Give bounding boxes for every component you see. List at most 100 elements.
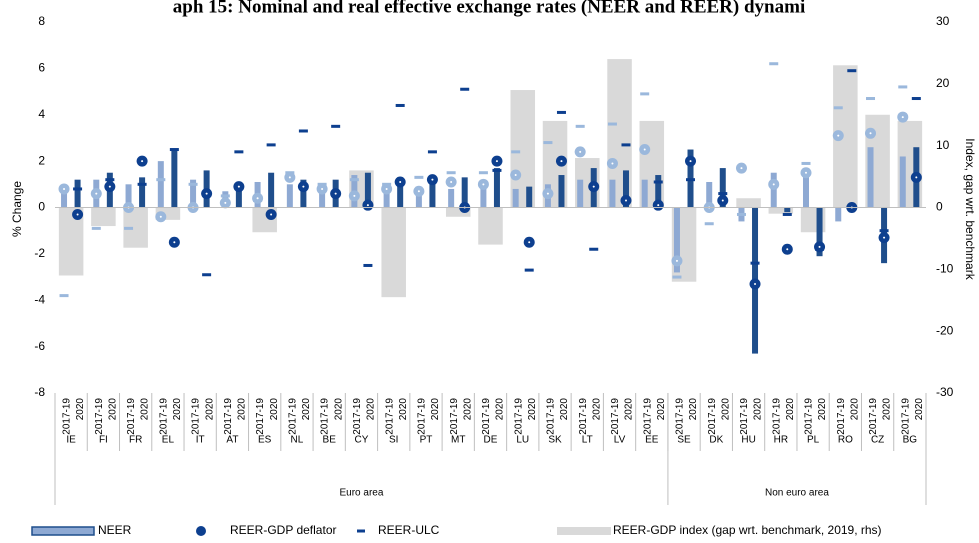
legend-label: NEER [98,523,132,537]
ulc-dash [833,106,843,110]
y-tick-label: 0 [38,200,45,214]
country-label: AT [226,435,238,446]
period-label: 2017-19 [481,398,492,435]
ulc-dash [492,168,502,172]
legend-label: REER-GDP index (gap wrt. benchmark, 2019… [613,523,882,537]
y2-tick-label: 10 [936,138,950,152]
neer-bar [719,168,726,208]
period-label: 2017-19 [642,398,653,435]
ulc-dash [363,263,373,267]
neer-bar [74,179,81,208]
neer-bar [268,172,275,208]
neer-bar [125,184,132,208]
period-label: 2017-19 [158,398,169,435]
ulc-dash [220,194,230,198]
neer-bar [673,207,680,273]
country-label: EE [645,435,659,446]
neer-bar [899,156,906,208]
neer-bar [526,186,533,208]
neer-bar [190,179,197,208]
gdp-dot-center [818,245,821,248]
period-label: 2020 [656,398,667,421]
gdp-dot-center [237,185,240,188]
ulc-dash [395,103,405,107]
period-label: 2020 [591,398,602,421]
neer-bar [383,188,390,208]
gdp-dot-center [546,192,549,195]
ulc-dash [331,124,341,128]
ulc-dash [672,275,682,279]
period-label: 2020 [624,398,635,421]
period-label: 2020 [301,398,312,421]
legend-swatch [557,527,611,535]
neer-bar [397,177,404,208]
ulc-dash [202,273,212,277]
gdp-dot-center [173,241,176,244]
country-label: PL [807,435,820,446]
country-label: PT [420,435,433,446]
gdp-dot-center [592,185,595,188]
ulc-dash [427,150,437,154]
index-bar [91,207,116,227]
period-label: 2020 [398,398,409,421]
y2-tick-label: 0 [936,200,943,214]
gdp-dot-center [754,283,757,286]
index-bar [478,207,503,245]
country-label: FI [99,435,108,446]
neer-bar [558,175,565,208]
gdp-dot-center [643,148,646,151]
period-label: 2020 [527,398,538,421]
gdp-dot-center [482,183,485,186]
ulc-dash [73,187,83,191]
legend-label: REER-ULC [378,523,440,537]
gdp-dot-center [772,183,775,186]
country-label: LU [516,435,529,446]
country-label: LT [582,435,593,446]
ulc-dash [234,150,244,154]
index-bar [445,207,471,217]
ulc-dash [105,178,115,182]
chart-title: aph 15: Nominal and real effective excha… [173,0,805,17]
neer-bar [61,186,68,208]
y-axis-label: % Change [10,181,24,237]
period-label: 2017-19 [578,398,589,435]
country-label: NL [291,435,304,446]
period-label: 2020 [753,398,764,421]
neer-bar [429,177,436,208]
period-label: 2017-19 [546,398,557,435]
country-label: IE [66,435,76,446]
ulc-dash [653,180,663,184]
ulc-dash [898,85,908,89]
legend-swatch [196,526,206,536]
gdp-dot-center [385,187,388,190]
period-label: 2017-19 [868,398,879,435]
period-label: 2017-19 [900,398,911,435]
period-label: 2017-19 [417,398,428,435]
neer-bar [493,168,500,208]
gdp-dot-center [901,116,904,119]
y-tick-label: 8 [38,14,45,28]
period-label: 2020 [430,398,441,421]
period-label: 2017-19 [610,398,621,435]
ulc-dash [511,150,521,154]
ulc-dash [607,122,617,126]
neer-bar [802,172,809,208]
period-label: 2017-19 [449,398,460,435]
country-label: HR [774,435,788,446]
gdp-dot-center [366,204,369,207]
gdp-dot-center [786,248,789,251]
y2-tick-label: -10 [936,262,954,276]
ulc-dash [543,141,553,145]
country-label: BG [903,435,918,446]
neer-bar [319,188,326,208]
ulc-dash [478,171,488,175]
gdp-dot-center [288,176,291,179]
gdp-dot-center [159,215,162,218]
gdp-dot-center [675,259,678,262]
neer-bar [609,179,616,208]
period-label: 2017-19 [62,398,73,435]
neer-bar [300,179,307,208]
period-label: 2017-19 [126,398,137,435]
ulc-dash [589,247,599,251]
y2-axis-label: Index, gap wrt. benchmark [963,138,977,280]
